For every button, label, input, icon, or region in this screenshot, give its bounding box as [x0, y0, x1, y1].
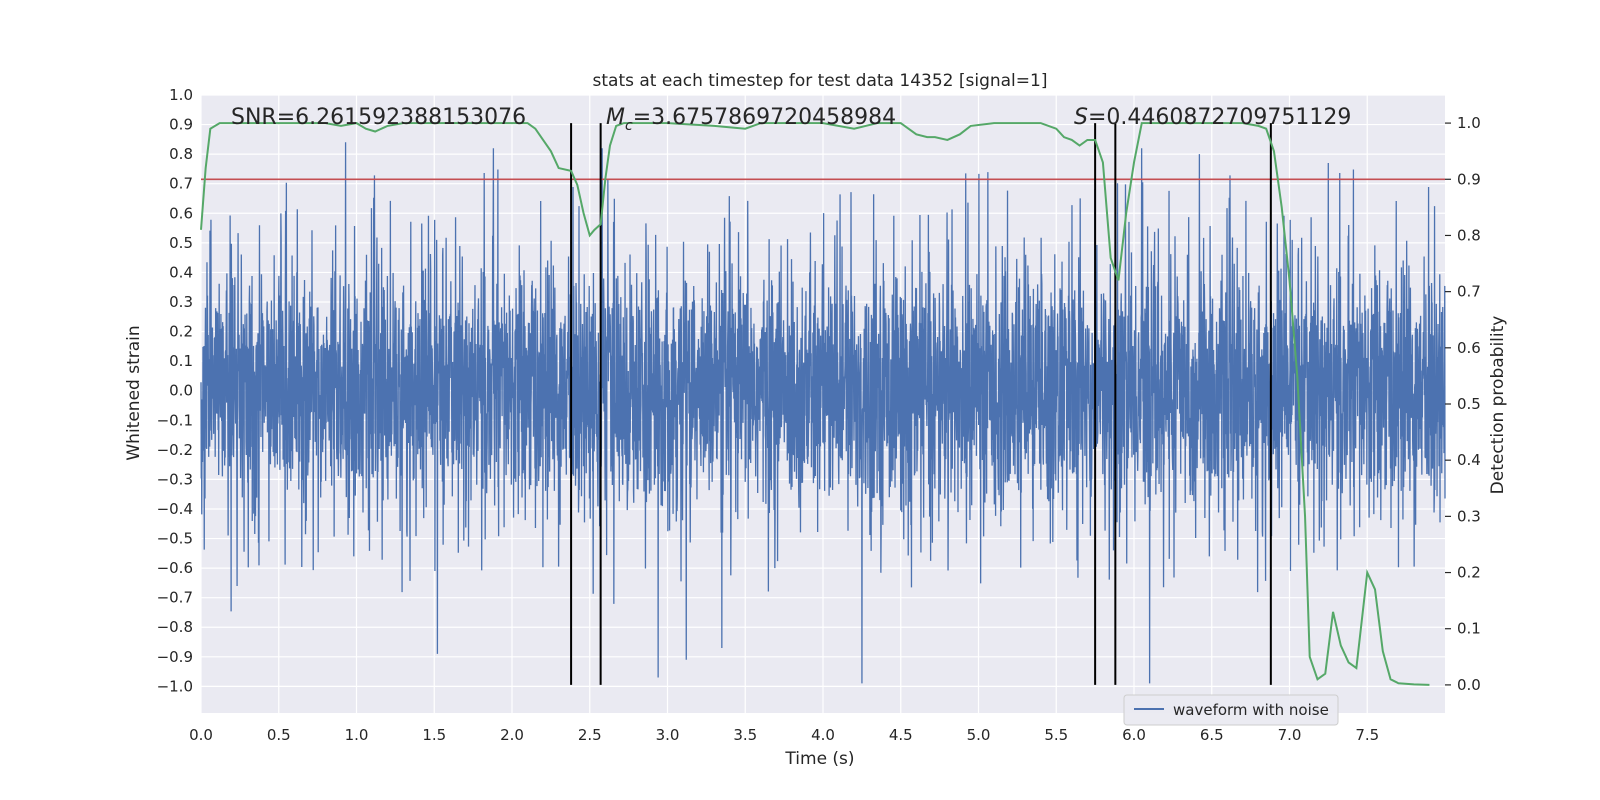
waveform-series [200, 142, 1446, 684]
left-y-tick-label: 0.4 [169, 263, 193, 281]
left-y-tick-label: −0.7 [157, 589, 193, 607]
left-y-tick-label: 0.0 [169, 382, 193, 400]
x-tick-label: 5.5 [1044, 726, 1068, 744]
left-y-tick-label: 0.3 [169, 293, 193, 311]
right-y-axis-label: Detection probability [1488, 316, 1508, 495]
probability-series [200, 122, 1430, 686]
right-y-tick-label: 0.5 [1457, 395, 1481, 413]
x-tick-label: 7.5 [1355, 726, 1379, 744]
right-y-tick-label: 1.0 [1457, 114, 1481, 132]
left-y-tick-label: −0.3 [157, 470, 193, 488]
left-y-tick-label: 0.2 [169, 323, 193, 341]
chirp-mass-annotation: Mc=3.6757869720458984 [606, 105, 896, 134]
x-tick-label: 1.5 [422, 726, 446, 744]
x-tick-label: 1.0 [345, 726, 369, 744]
left-y-tick-label: −0.8 [157, 618, 193, 636]
right-y-tick-label: 0.7 [1457, 283, 1481, 301]
marker-lines [570, 123, 1272, 685]
right-y-tick-label: 0.0 [1457, 676, 1481, 694]
x-tick-label: 0.0 [189, 726, 213, 744]
left-y-axis-ticks: 1.0 0.9 0.8 0.7 0.6 0.5 0.4 0.3 0.2 0.1 0.0 −0.1 −0.… [157, 86, 193, 695]
chirp-mass-value: =3.6757869720458984 [633, 105, 896, 130]
probability-line [200, 122, 1430, 686]
x-axis-label: Time (s) [784, 749, 854, 769]
x-tick-label: 2.0 [500, 726, 524, 744]
chirp-mass-symbol: M [606, 105, 625, 130]
right-y-tick-label: 0.4 [1457, 451, 1481, 469]
left-y-tick-label: −1.0 [157, 677, 193, 695]
left-y-tick-label: −0.2 [157, 441, 193, 459]
legend-box [1123, 694, 1339, 726]
left-y-tick-label: 0.8 [169, 145, 193, 163]
legend-label-waveform: waveform with noise [1173, 701, 1329, 719]
x-tick-label: 3.0 [656, 726, 680, 744]
left-y-tick-label: −0.6 [157, 559, 193, 577]
left-y-tick-label: −0.4 [157, 500, 193, 518]
chart-title: stats at each timestep for test data 143… [593, 71, 1048, 91]
x-tick-label: 5.0 [967, 726, 991, 744]
left-y-tick-label: −0.5 [157, 530, 193, 548]
left-y-tick-label: 0.1 [169, 352, 193, 370]
left-y-axis-label: Whitened strain [124, 325, 144, 460]
right-y-tick-label: 0.6 [1457, 339, 1481, 357]
left-y-tick-label: 0.9 [169, 116, 193, 134]
right-y-tick-label: 0.9 [1457, 170, 1481, 188]
x-tick-label: 6.0 [1122, 726, 1146, 744]
x-tick-label: 4.5 [889, 726, 913, 744]
legend: waveform with noise [1123, 694, 1339, 726]
waveform-line [200, 142, 1446, 684]
spin-symbol: S [1074, 105, 1088, 130]
left-y-tick-label: −0.1 [157, 411, 193, 429]
left-y-tick-label: 0.7 [169, 175, 193, 193]
chirp-mass-subscript: c [625, 118, 633, 134]
x-tick-label: 3.5 [733, 726, 757, 744]
left-y-tick-label: 0.5 [169, 234, 193, 252]
spin-value: =0.4460872709751129 [1088, 105, 1351, 130]
x-tick-label: 0.5 [267, 726, 291, 744]
right-y-axis-ticks: 1.0 0.9 0.8 0.7 0.6 0.5 0.4 0.3 0.2 0.1 0.0 [1445, 114, 1481, 694]
right-y-tick-label: 0.2 [1457, 564, 1481, 582]
spin-annotation: S=0.4460872709751129 [1074, 105, 1351, 130]
left-y-tick-label: 1.0 [169, 86, 193, 104]
x-tick-label: 6.5 [1200, 726, 1224, 744]
right-y-tick-label: 0.1 [1457, 620, 1481, 638]
x-tick-label: 4.0 [811, 726, 835, 744]
snr-annotation: SNR=6.261592388153076 [231, 105, 526, 130]
x-tick-label: 2.5 [578, 726, 602, 744]
left-y-tick-label: −0.9 [157, 648, 193, 666]
right-y-tick-label: 0.8 [1457, 226, 1481, 244]
x-axis-ticks: 0.0 0.5 1.0 1.5 2.0 2.5 3.0 3.5 4.0 4.5 5.0 5.5 6.0 6… [189, 726, 1379, 744]
x-tick-label: 7.0 [1278, 726, 1302, 744]
left-y-tick-label: 0.6 [169, 204, 193, 222]
right-y-tick-label: 0.3 [1457, 507, 1481, 525]
